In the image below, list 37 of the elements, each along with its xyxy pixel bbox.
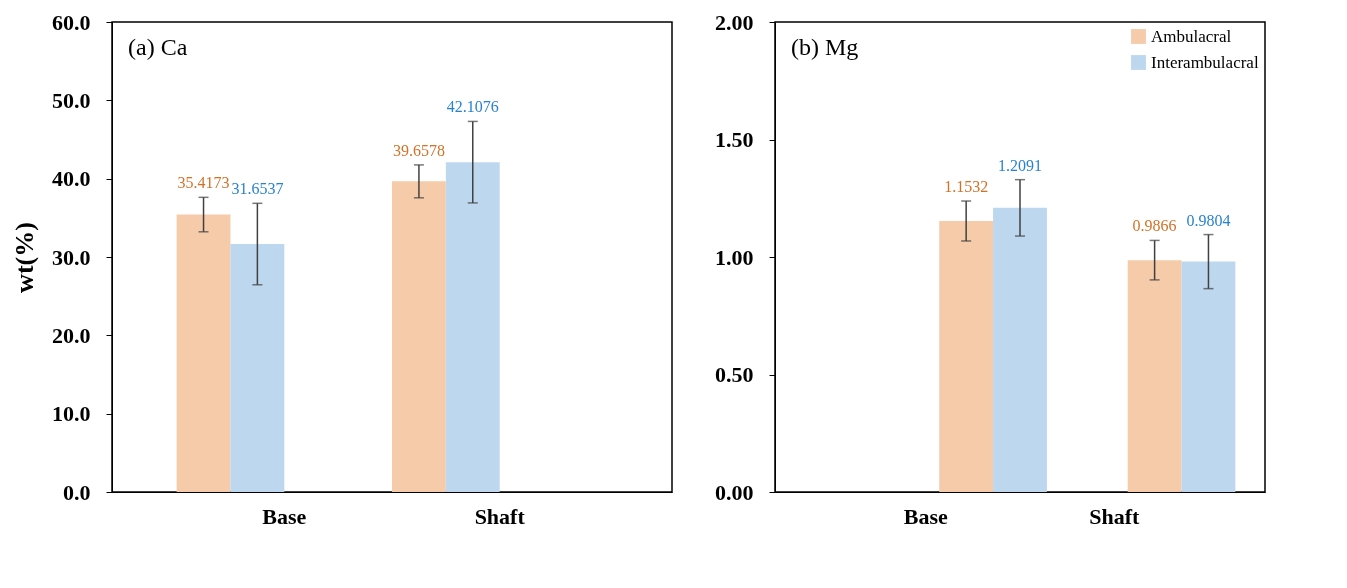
legend-label: Ambulacral — [1151, 26, 1232, 46]
bar — [1127, 260, 1182, 492]
y-tick-label: 50.0 — [52, 87, 91, 113]
y-tick-label: 60.0 — [52, 9, 91, 35]
y-tick-label: 0.0 — [63, 479, 91, 505]
data-label: 42.1076 — [446, 98, 499, 116]
data-label: 39.6578 — [392, 141, 445, 159]
y-tick-label: 2.00 — [715, 9, 754, 35]
bar — [445, 162, 500, 492]
y-tick-label: 30.0 — [52, 244, 91, 270]
x-tick-label: Shaft — [1089, 503, 1140, 529]
y-axis-title: wt(%) — [10, 222, 39, 293]
y-tick-label: 0.50 — [715, 362, 754, 387]
bar — [176, 214, 231, 492]
y-tick-label: 1.50 — [715, 127, 754, 152]
bar — [392, 181, 446, 492]
data-label: 1.1532 — [944, 178, 989, 196]
x-tick-label: Base — [262, 503, 307, 529]
legend-label: Interambulacral — [1151, 52, 1259, 72]
bar — [939, 221, 994, 492]
data-label: 31.6537 — [231, 180, 284, 198]
x-tick-label: Shaft — [474, 503, 526, 529]
data-label: 0.9866 — [1132, 217, 1177, 235]
bar — [1181, 261, 1236, 492]
text: (b) Mg — [791, 34, 859, 60]
y-tick-label: 10.0 — [52, 401, 91, 427]
bar — [230, 244, 285, 492]
y-tick-label: 20.0 — [52, 322, 91, 348]
y-tick-label: 40.0 — [52, 166, 91, 192]
x-tick-label: Base — [903, 503, 948, 529]
data-label: 0.9804 — [1186, 211, 1231, 229]
data-label: 1.2091 — [998, 156, 1042, 174]
bar — [993, 207, 1047, 492]
y-tick-label: 1.00 — [715, 244, 754, 270]
text: (a) Ca — [128, 34, 188, 60]
y-tick-label: 0.00 — [715, 479, 754, 505]
data-label: 35.4173 — [177, 174, 230, 192]
